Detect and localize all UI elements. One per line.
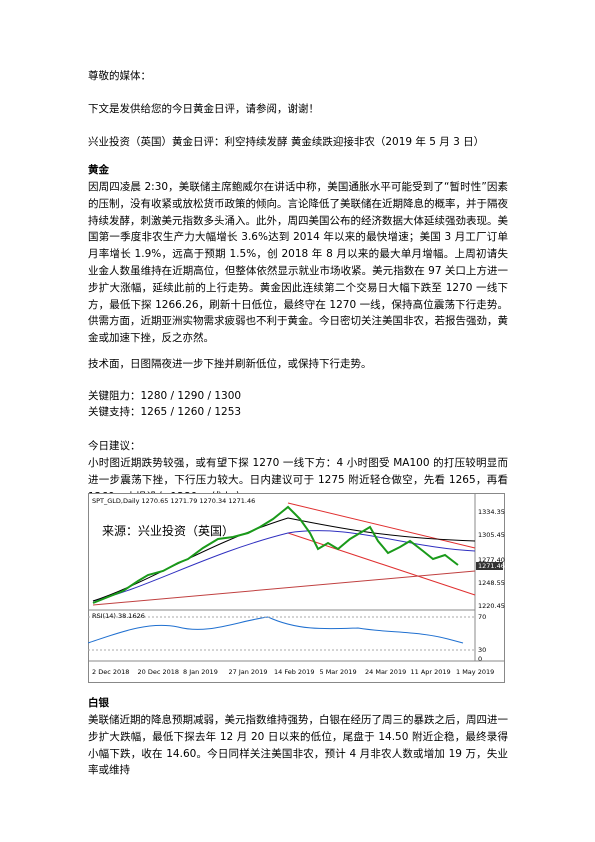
trend-line — [287, 502, 476, 549]
paragraph: 美联储近期的降息预期减弱，美元指数维持强势，白银在经历了周三的暴跌之后，周四进一… — [88, 714, 508, 777]
axis-label: 1305.45 — [478, 531, 505, 539]
section-title: 黄金 — [88, 164, 109, 176]
moving-average — [92, 570, 476, 606]
watermark: 来源：兴业投资（英国） — [102, 523, 234, 538]
axis-label: 8 Jan 2019 — [183, 668, 218, 676]
price-marker — [476, 562, 503, 570]
axis-label: 0 — [478, 655, 482, 663]
support: 关键支持：1265 / 1260 / 1253 — [88, 406, 242, 418]
axis-label: 14 Feb 2019 — [274, 668, 314, 676]
moving-average — [92, 517, 476, 602]
axis-label: 1220.45 — [478, 602, 505, 610]
axis-label: 1271.46 — [478, 562, 505, 570]
chart-header: SPT_GLD,Daily 1270.65 1271.79 1270.34 12… — [92, 497, 255, 505]
advice-title: 今日建议： — [88, 440, 141, 452]
rsi-label: RSI(14) 38.1626 — [92, 612, 145, 620]
price-line — [92, 505, 459, 604]
axis-label: 20 Dec 2018 — [138, 668, 180, 676]
resistance: 关键阻力：1280 / 1290 / 1300 — [88, 390, 242, 402]
axis-label: 1277.40 — [478, 556, 505, 564]
paragraph: 技术面，日图隔夜进一步下挫并刷新低位，或保持下行走势。 — [88, 358, 372, 370]
axis-label: 1 May 2019 — [456, 668, 494, 676]
chart-frame — [88, 493, 505, 683]
axis-label: 1334.35 — [478, 508, 505, 516]
paragraph: 因周四凌晨 2:30，美联储主席鲍威尔在讲话中称，美国通胀水平可能受到了“暂时性… — [88, 181, 508, 345]
headline: 兴业投资（英国）黄金日评：利空持续发酵 黄金续跌迎接非农（2019 年 5 月 … — [88, 136, 485, 148]
axis-label: 11 Apr 2019 — [411, 668, 451, 676]
axis-label: 5 Mar 2019 — [320, 668, 357, 676]
section-title: 白银 — [88, 697, 109, 709]
greeting: 尊敬的媒体： — [88, 70, 151, 82]
intro: 下文是发供给您的今日黄金日评，请参阅，谢谢！ — [88, 103, 319, 115]
axis-label: 24 Mar 2019 — [365, 668, 406, 676]
axis-label: 70 — [478, 613, 486, 621]
axis-label: 30 — [478, 646, 486, 654]
price-chart: SPT_GLD,Daily 1270.65 1271.79 1270.34 12… — [88, 493, 505, 683]
axis-label: 27 Jan 2019 — [229, 668, 268, 676]
axis-label: 2 Dec 2018 — [92, 668, 129, 676]
trend-line — [287, 532, 476, 596]
axis-label: 1248.55 — [478, 579, 505, 587]
